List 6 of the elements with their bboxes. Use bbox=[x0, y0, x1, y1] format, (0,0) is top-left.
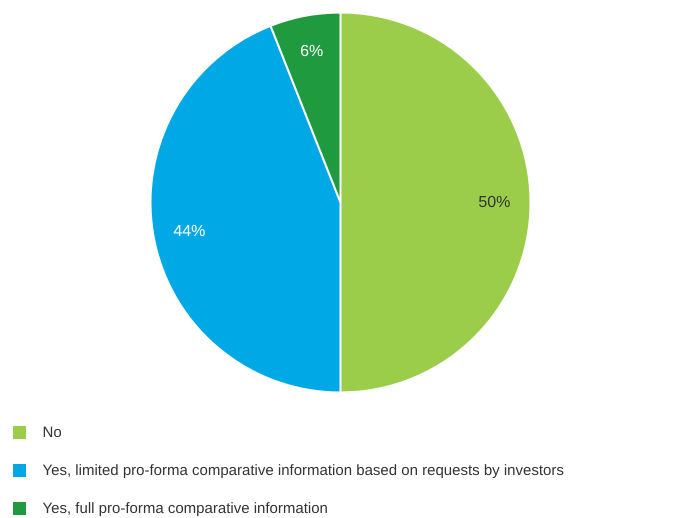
data-label: 44% bbox=[173, 222, 206, 240]
legend-label: Yes, limited pro-forma comparative information based on requests by investors bbox=[42, 462, 564, 479]
legend-label: No bbox=[42, 424, 62, 441]
data-label: 6% bbox=[300, 42, 324, 60]
legend-label: Yes, full pro-forma comparative information bbox=[42, 500, 328, 517]
data-label: 50% bbox=[478, 194, 510, 211]
